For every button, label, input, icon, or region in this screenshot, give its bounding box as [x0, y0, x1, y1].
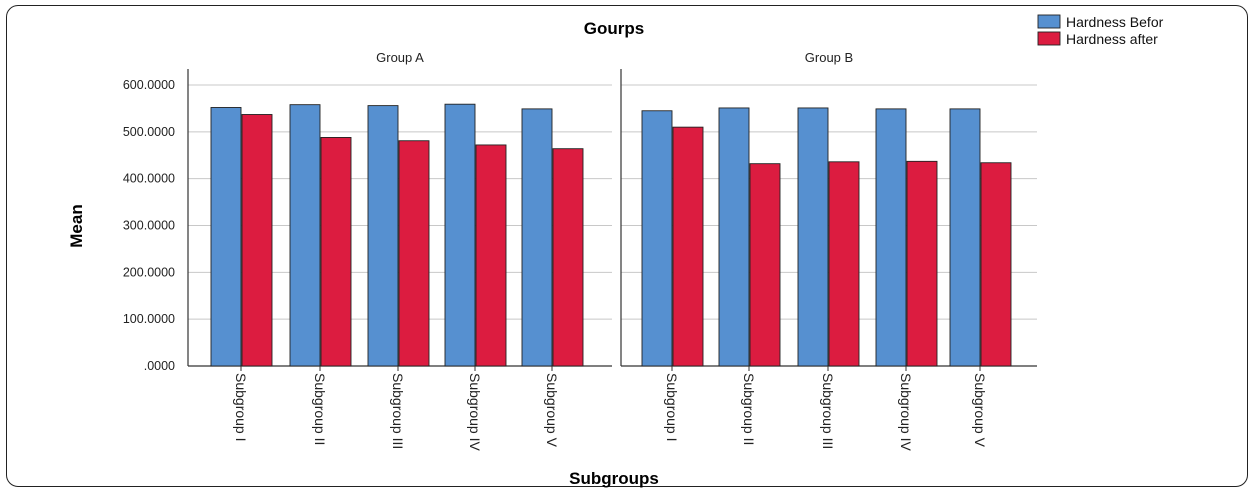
x-tick-label: Subgroup V	[544, 373, 560, 448]
x-tick-label: Subgroup IV	[467, 373, 483, 451]
bar-hardness-after	[552, 148, 584, 367]
bar-hardness-befor	[289, 104, 321, 367]
panel-title: Group A	[376, 50, 424, 65]
x-tick-label: Subgroup III	[820, 373, 836, 449]
bar-hardness-after	[241, 114, 273, 367]
bar-hardness-after	[320, 137, 352, 367]
y-tick-label: 100.0000	[123, 312, 175, 326]
bar-hardness-after	[828, 161, 860, 367]
bar-hardness-befor	[875, 108, 907, 367]
bar-hardness-befor	[210, 107, 242, 367]
x-tick-label: Subgroup II	[312, 373, 328, 445]
bar-hardness-befor	[718, 107, 750, 367]
bar-hardness-after	[980, 162, 1012, 367]
bar-hardness-befor	[444, 103, 476, 367]
bar-hardness-after	[906, 160, 938, 367]
panel-group-b: Group B Subgroup I Subgroup II Subgroup III…	[620, 50, 1037, 451]
y-tick-label: 400.0000	[123, 172, 175, 186]
panel-title: Group B	[805, 50, 853, 65]
bar-hardness-after	[749, 163, 781, 367]
bar-hardness-befor	[521, 108, 553, 367]
y-tick-label: 500.0000	[123, 125, 175, 139]
legend-label: Hardness after	[1066, 31, 1158, 47]
legend-swatch-hardness-befor	[1037, 14, 1061, 29]
bar-hardness-befor	[797, 107, 829, 367]
x-axis-label: Subgroups	[569, 469, 659, 488]
y-tick-label: .0000	[144, 359, 175, 373]
x-tick-label: Subgroup V	[972, 373, 988, 448]
x-tick-label: Subgroup I	[664, 373, 680, 442]
x-tick-label: Subgroup I	[233, 373, 249, 442]
bar-hardness-befor	[367, 105, 399, 367]
y-tick-label: 200.0000	[123, 265, 175, 279]
legend-swatch-hardness-after	[1037, 31, 1061, 46]
panel-group-a: Group A Subgroup I Subgroup II Subgroup III…	[187, 50, 612, 451]
x-tick-label: Subgroup III	[390, 373, 406, 449]
bar-hardness-after	[672, 126, 704, 367]
chart-title: Gourps	[584, 19, 644, 38]
legend-label: Hardness Befor	[1066, 14, 1164, 30]
bar-hardness-befor	[641, 110, 673, 367]
x-tick-label: Subgroup IV	[898, 373, 914, 451]
bar-hardness-befor	[949, 108, 981, 367]
x-tick-label: Subgroup II	[741, 373, 757, 445]
y-tick-label: 300.0000	[123, 219, 175, 233]
y-axis-label: Mean	[67, 204, 86, 247]
bar-hardness-after	[475, 144, 507, 367]
y-tick-label: 600.0000	[123, 78, 175, 92]
bar-hardness-after	[398, 140, 430, 367]
